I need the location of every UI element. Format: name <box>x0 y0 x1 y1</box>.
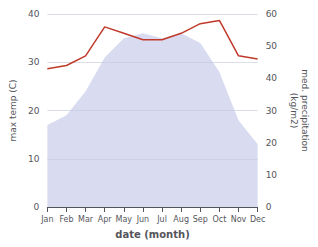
svg-text:10: 10 <box>266 170 278 180</box>
svg-text:Jul: Jul <box>156 215 167 224</box>
svg-text:50: 50 <box>266 41 278 51</box>
svg-text:20: 20 <box>28 106 40 116</box>
svg-text:Mar: Mar <box>78 215 94 224</box>
svg-text:Sep: Sep <box>193 215 208 224</box>
svg-text:Nov: Nov <box>231 215 247 224</box>
svg-text:Apr: Apr <box>98 215 113 224</box>
svg-text:0: 0 <box>266 202 272 212</box>
svg-text:30: 30 <box>266 106 278 116</box>
svg-text:Dec: Dec <box>250 215 265 224</box>
svg-text:Jan: Jan <box>40 215 53 224</box>
svg-text:date (month): date (month) <box>115 229 189 240</box>
svg-text:10: 10 <box>28 154 40 164</box>
svg-text:30: 30 <box>28 57 40 67</box>
svg-text:0: 0 <box>34 202 40 212</box>
svg-text:med. precipitation: med. precipitation <box>300 69 310 151</box>
svg-text:20: 20 <box>266 138 278 148</box>
svg-text:Feb: Feb <box>59 215 73 224</box>
svg-text:40: 40 <box>28 9 40 19</box>
svg-text:May: May <box>116 215 133 224</box>
svg-text:Jun: Jun <box>136 215 150 224</box>
svg-text:60: 60 <box>266 9 278 19</box>
svg-text:max temp (C): max temp (C) <box>8 79 18 141</box>
svg-text:(kg/m2): (kg/m2) <box>289 93 299 128</box>
svg-text:Oct: Oct <box>212 215 226 224</box>
svg-text:Aug: Aug <box>173 215 189 224</box>
svg-text:40: 40 <box>266 73 278 83</box>
